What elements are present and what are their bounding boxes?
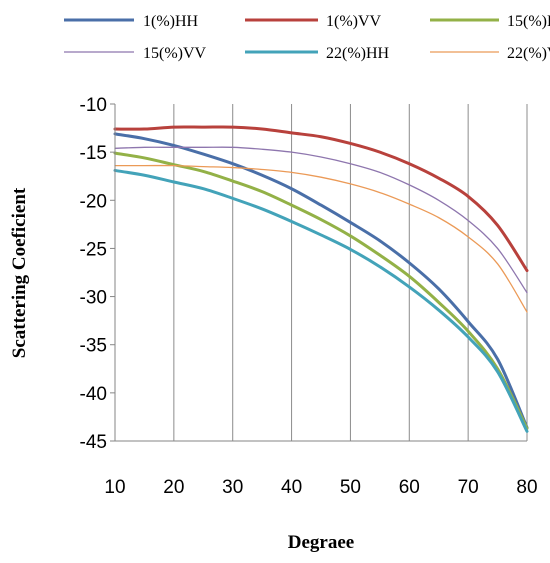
series-group [113,125,529,433]
legend-label-0: 1(%)HH [143,13,199,30]
y-tick-label: -20 [80,191,107,212]
series-line-5 [114,164,528,313]
y-axis-title: Scattering Coeficient [9,187,30,358]
y-tick-label: -10 [80,95,107,116]
x-tick-label: 30 [222,477,243,498]
legend-label-4: 22(%)HH [326,45,390,62]
legend-label-5: 22(%)VV [507,45,550,62]
x-tick-label: 60 [399,477,420,498]
x-tick-label: 10 [104,477,125,498]
legend-label-3: 15(%)VV [143,45,207,62]
series-line-0 [113,132,529,430]
legend-label-2: 15(%)HH [507,13,550,30]
axes [110,103,527,442]
tick-labels: -10 -15 -20 -25 -30 -35 -40 -45 10 20 30 40 50 60 70 80 [80,95,538,498]
series-line-1 [113,125,529,273]
grid [173,104,528,441]
series-line-4 [113,168,529,433]
x-tick-label: 20 [163,477,184,498]
y-tick-label: -45 [80,432,107,453]
legend: 1(%)HH 1(%)VV 15(%)HH 15(%)VV 22(%)HH 22(%)VV [64,13,550,62]
x-tick-label: 40 [281,477,302,498]
x-axis-title: Degraee [288,532,354,553]
y-tick-label: -25 [80,239,107,260]
legend-label-1: 1(%)VV [326,13,382,30]
x-tick-label: 50 [340,477,361,498]
x-tick-label: 70 [458,477,479,498]
x-tick-label: 80 [516,477,537,498]
series-line-3 [114,146,528,294]
y-tick-label: -30 [80,288,107,309]
y-tick-label: -15 [80,143,107,164]
y-tick-label: -35 [80,336,107,357]
y-tick-label: -40 [80,384,107,405]
series-line-2 [113,151,529,430]
